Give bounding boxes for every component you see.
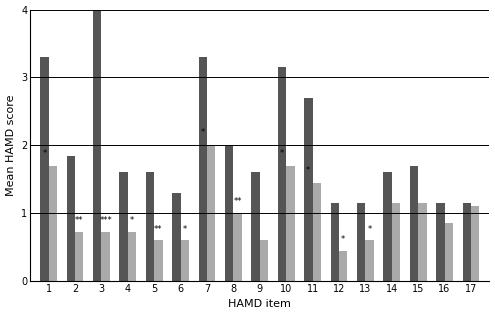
Bar xyxy=(146,173,154,281)
Bar xyxy=(365,240,374,281)
Bar xyxy=(445,223,453,281)
Text: *: * xyxy=(130,216,134,226)
Bar xyxy=(462,203,471,281)
Bar xyxy=(304,98,312,281)
Text: *: * xyxy=(42,149,47,158)
X-axis label: HAMD item: HAMD item xyxy=(228,300,291,309)
Bar xyxy=(331,203,339,281)
Bar xyxy=(154,240,163,281)
Bar xyxy=(198,57,207,281)
Bar xyxy=(339,250,347,281)
Bar xyxy=(278,67,286,281)
Bar xyxy=(49,166,57,281)
Bar xyxy=(225,145,234,281)
Bar xyxy=(471,206,480,281)
Bar xyxy=(234,213,242,281)
Bar xyxy=(251,173,260,281)
Text: **: ** xyxy=(233,198,242,206)
Bar xyxy=(172,193,181,281)
Bar xyxy=(75,232,84,281)
Bar xyxy=(93,9,101,281)
Bar xyxy=(128,232,136,281)
Bar xyxy=(260,240,268,281)
Bar xyxy=(436,203,445,281)
Text: **: ** xyxy=(154,225,163,234)
Text: *: * xyxy=(200,128,205,137)
Bar xyxy=(286,166,295,281)
Bar xyxy=(119,173,128,281)
Y-axis label: Mean HAMD score: Mean HAMD score xyxy=(5,94,15,196)
Bar xyxy=(207,145,215,281)
Bar xyxy=(410,166,418,281)
Bar xyxy=(40,57,49,281)
Bar xyxy=(357,203,365,281)
Text: *: * xyxy=(280,149,284,158)
Text: ***: *** xyxy=(99,216,112,226)
Bar xyxy=(312,183,321,281)
Text: **: ** xyxy=(75,216,84,226)
Text: *: * xyxy=(341,235,346,244)
Text: *: * xyxy=(367,225,372,234)
Text: *: * xyxy=(306,165,310,175)
Bar xyxy=(418,203,427,281)
Bar xyxy=(66,156,75,281)
Bar xyxy=(181,240,189,281)
Bar xyxy=(383,173,392,281)
Bar xyxy=(392,203,400,281)
Bar xyxy=(101,232,110,281)
Text: *: * xyxy=(183,225,187,234)
